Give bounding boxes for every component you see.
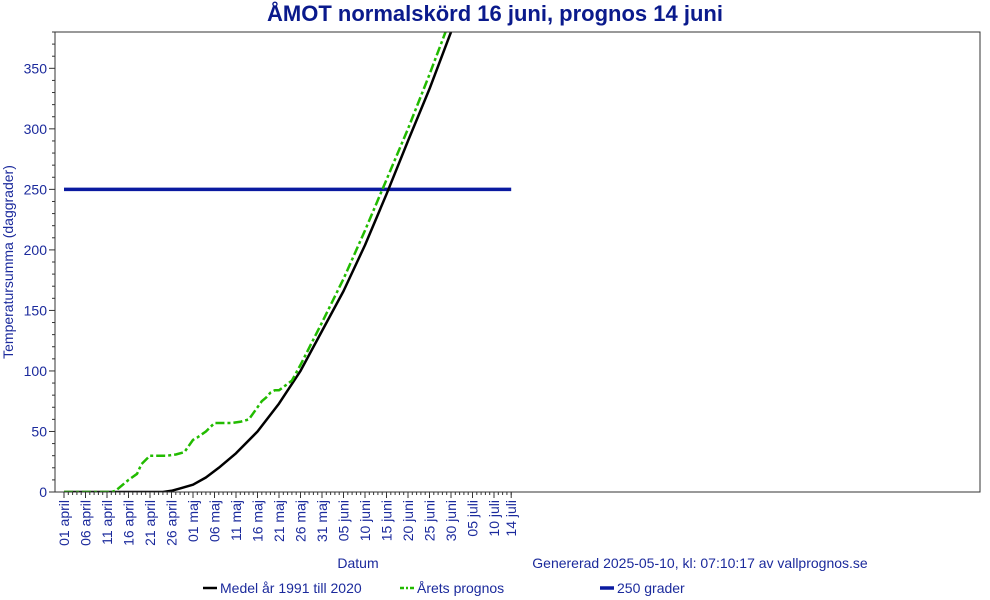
x-axis-ticks: 01 april 06 april 11 april 16 april 21 april… <box>56 492 519 546</box>
y-tick-label: 150 <box>24 302 48 318</box>
y-tick-label: 300 <box>24 121 48 137</box>
x-tick-label: 21 maj <box>271 500 287 542</box>
series-line-1 <box>64 32 447 492</box>
x-tick-label: 01 maj <box>185 500 201 542</box>
x-tick-label: 16 maj <box>250 500 266 542</box>
x-tick-label: 06 maj <box>207 500 223 542</box>
legend-label-0: Medel år 1991 till 2020 <box>220 580 362 596</box>
y-tick-label: 0 <box>39 484 47 500</box>
x-tick-label: 30 juni <box>443 500 459 541</box>
legend-label-2: 250 grader <box>617 580 685 596</box>
y-tick-label: 250 <box>24 181 48 197</box>
generated-footer: Genererad 2025-05-10, kl: 07:10:17 av va… <box>532 555 868 571</box>
plot-area-frame <box>54 31 981 493</box>
y-tick-label: 100 <box>24 363 48 379</box>
y-tick-label: 50 <box>31 423 47 439</box>
x-tick-label: 11 maj <box>228 500 244 541</box>
y-tick-label: 200 <box>24 242 48 258</box>
x-tick-label: 16 april <box>121 500 137 546</box>
x-tick-label: 15 juni <box>379 500 395 541</box>
x-tick-label: 31 maj <box>314 500 330 542</box>
series-line-0 <box>64 32 453 492</box>
x-tick-label: 25 juni <box>422 500 438 541</box>
y-tick-label: 350 <box>24 60 48 76</box>
chart-title: ÅMOT normalskörd 16 juni, prognos 14 jun… <box>267 1 723 26</box>
x-tick-label: 01 april <box>56 500 72 546</box>
x-tick-label: 26 maj <box>293 500 309 542</box>
legend: Medel år 1991 till 2020 Årets prognos 250 … <box>203 580 685 596</box>
x-axis-label: Datum <box>337 555 378 571</box>
x-tick-label: 11 april <box>99 500 115 545</box>
x-tick-label: 05 juni <box>336 500 352 541</box>
legend-label-1: Årets prognos <box>417 580 504 596</box>
x-tick-label: 26 april <box>164 500 180 546</box>
x-tick-label: 14 juli <box>503 500 519 537</box>
x-tick-label: 05 juli <box>465 500 481 537</box>
x-tick-label: 10 juli <box>486 500 502 537</box>
series-layer <box>64 32 512 492</box>
x-tick-label: 10 juni <box>357 500 373 541</box>
y-axis-ticks: 0 50 100 150 200 250 300 350 <box>24 31 55 500</box>
x-tick-label: 20 juni <box>400 500 416 541</box>
x-tick-label: 21 april <box>142 500 158 546</box>
y-axis-label: Temperatursumma (daggrader) <box>0 165 16 359</box>
x-tick-label: 06 april <box>78 500 94 546</box>
